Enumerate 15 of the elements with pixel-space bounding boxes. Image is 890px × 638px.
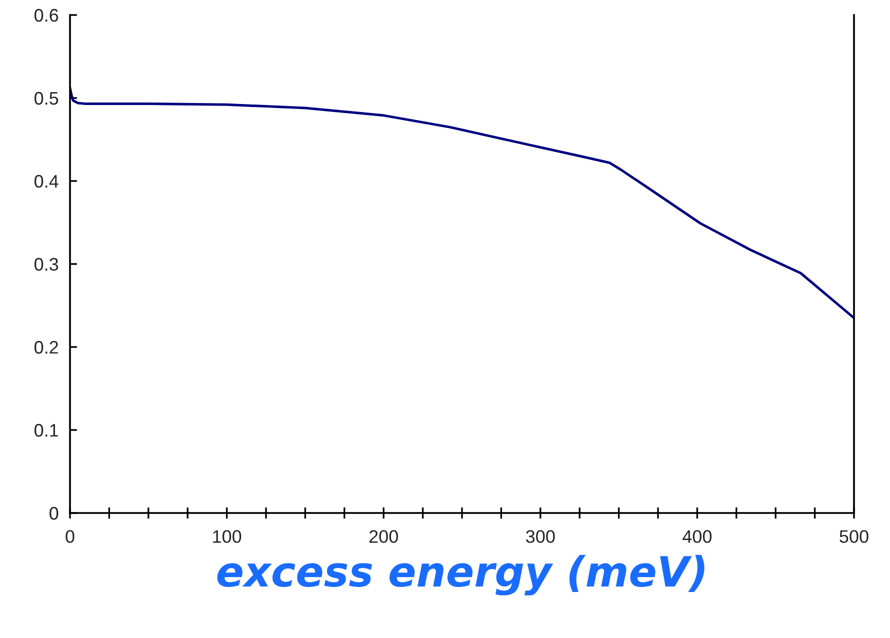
x-axis-title: excess energy (meV) bbox=[217, 554, 704, 596]
y-tick-label: 0.6 bbox=[34, 8, 58, 22]
x-tick-label: 100 bbox=[213, 530, 242, 543]
x-tick-label: 400 bbox=[682, 530, 712, 543]
x-tick-label: 500 bbox=[840, 530, 868, 543]
y-tick-label: 0.5 bbox=[34, 92, 58, 105]
y-tick-label: 0.4 bbox=[34, 174, 58, 188]
y-tick-label: 0 bbox=[50, 506, 58, 520]
line-series bbox=[70, 86, 854, 320]
x-tick-label: 0 bbox=[66, 530, 74, 543]
y-tick-label: 0.2 bbox=[34, 340, 58, 354]
x-tick-label: 200 bbox=[369, 530, 398, 543]
x-tick-label: 300 bbox=[526, 530, 555, 543]
y-tick-label: 0.3 bbox=[34, 258, 58, 271]
y-tick-label: 0.1 bbox=[34, 424, 58, 437]
